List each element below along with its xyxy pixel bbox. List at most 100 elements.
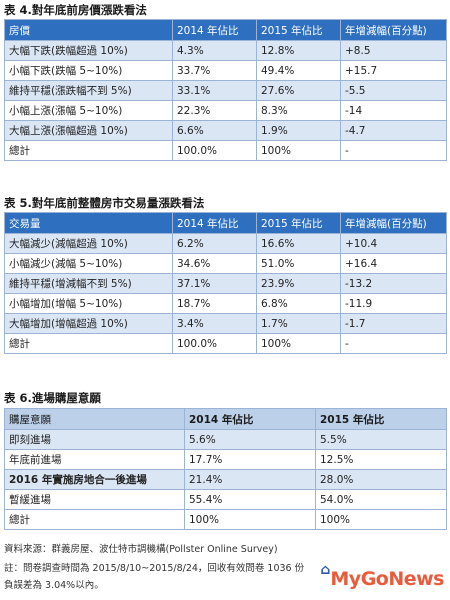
table-cell: 16.6% bbox=[256, 233, 341, 254]
table-cell: 37.1% bbox=[172, 273, 257, 294]
table5-header-cell: 2014 年佔比 bbox=[172, 212, 257, 234]
table-cell: 4.3% bbox=[172, 40, 257, 61]
logo-text-go: Go bbox=[360, 568, 389, 590]
table-cell: 100% bbox=[184, 509, 316, 530]
table-row: 暫緩進場 55.4% 54.0% bbox=[4, 489, 447, 510]
table4-caption: 表 4.對年底前房價漲跌看法 bbox=[4, 3, 147, 17]
table-cell: 大幅增加(增幅超過 10%) bbox=[4, 313, 173, 334]
table-cell: 小幅下跌(跌幅 5~10%) bbox=[4, 60, 173, 81]
table-total-row: 總計 100.0% 100% - bbox=[4, 140, 447, 161]
source-line: 資料來源：群義房屋、波仕特市調機構(Pollster Online Survey… bbox=[4, 544, 278, 555]
table-cell: 22.3% bbox=[172, 100, 257, 121]
note-line: 負誤差為 3.04%以內。 bbox=[4, 580, 104, 591]
table-cell: 年底前進場 bbox=[4, 449, 185, 470]
table-cell: 維持平穩(增減幅不到 5%) bbox=[4, 273, 173, 294]
table-total-row: 總計 100.0% 100% - bbox=[4, 333, 447, 354]
table-cell: 小幅減少(減幅 5~10%) bbox=[4, 253, 173, 274]
table-cell: 小幅增加(增幅 5~10%) bbox=[4, 293, 173, 314]
table6-header-row: 購屋意願 2014 年佔比 2015 年佔比 bbox=[4, 408, 447, 430]
table4-header-cell: 房價 bbox=[4, 19, 173, 41]
table-cell: 33.1% bbox=[172, 80, 257, 101]
mygonews-logo: ⌂ MyGoNews bbox=[320, 562, 444, 590]
table4-header-cell: 年增減幅(百分點) bbox=[340, 19, 447, 41]
table-cell: 100% bbox=[256, 333, 341, 354]
table-row: 小幅下跌(跌幅 5~10%) 33.7% 49.4% +15.7 bbox=[4, 60, 447, 81]
table-cell: 小幅上漲(漲幅 5~10%) bbox=[4, 100, 173, 121]
table-row: 大幅上漲(漲幅超過 10%) 6.6% 1.9% -4.7 bbox=[4, 120, 447, 141]
table4-header-cell: 2014 年佔比 bbox=[172, 19, 257, 41]
table-cell: 54.0% bbox=[315, 489, 447, 510]
table-cell: 6.2% bbox=[172, 233, 257, 254]
table5-header-cell: 交易量 bbox=[4, 212, 173, 234]
table-row: 小幅減少(減幅 5~10%) 34.6% 51.0% +16.4 bbox=[4, 253, 447, 274]
table-cell: 5.5% bbox=[315, 429, 447, 450]
table-cell: 100.0% bbox=[172, 140, 257, 161]
table-cell: 33.7% bbox=[172, 60, 257, 81]
table-cell: -14 bbox=[340, 100, 447, 121]
table-cell: 維持平穩(漲跌幅不到 5%) bbox=[4, 80, 173, 101]
table-cell: 21.4% bbox=[184, 469, 316, 490]
source-note: 資料來源：群義房屋、波仕特市調機構(Pollster Online Survey… bbox=[4, 542, 304, 593]
table5-caption: 表 5.對年底前整體房市交易量漲跌看法 bbox=[4, 196, 205, 210]
table5: 交易量 2014 年佔比 2015 年佔比 年增減幅(百分點) 大幅減少(減幅超… bbox=[4, 212, 447, 354]
table4-header-cell: 2015 年佔比 bbox=[256, 19, 341, 41]
table6: 購屋意願 2014 年佔比 2015 年佔比 即刻進場 5.6% 5.5% 年底前進… bbox=[4, 408, 447, 530]
table-cell: 大幅上漲(漲幅超過 10%) bbox=[4, 120, 173, 141]
table-cell: 55.4% bbox=[184, 489, 316, 510]
table-cell: 18.7% bbox=[172, 293, 257, 314]
house-icon: ⌂ bbox=[320, 562, 330, 578]
table-cell: 100% bbox=[315, 509, 447, 530]
table-cell: 5.6% bbox=[184, 429, 316, 450]
table-cell: 49.4% bbox=[256, 60, 341, 81]
table-row: 大幅增加(增幅超過 10%) 3.4% 1.7% -1.7 bbox=[4, 313, 447, 334]
table-cell: - bbox=[340, 140, 447, 161]
table-cell: +16.4 bbox=[340, 253, 447, 274]
table-cell: +8.5 bbox=[340, 40, 447, 61]
table-cell: 即刻進場 bbox=[4, 429, 185, 450]
table-cell: -13.2 bbox=[340, 273, 447, 294]
table-cell: 100% bbox=[256, 140, 341, 161]
logo-text-news: News bbox=[388, 568, 444, 590]
table-cell: -1.7 bbox=[340, 313, 447, 334]
table-cell: -11.9 bbox=[340, 293, 447, 314]
table-cell: 總計 bbox=[4, 333, 173, 354]
table5-header-cell: 2015 年佔比 bbox=[256, 212, 341, 234]
table-row: 小幅上漲(漲幅 5~10%) 22.3% 8.3% -14 bbox=[4, 100, 447, 121]
table-cell: +10.4 bbox=[340, 233, 447, 254]
table-row: 即刻進場 5.6% 5.5% bbox=[4, 429, 447, 450]
table-cell: 17.7% bbox=[184, 449, 316, 470]
table-cell: 大幅減少(減幅超過 10%) bbox=[4, 233, 173, 254]
table-cell: 總計 bbox=[4, 140, 173, 161]
table4: 房價 2014 年佔比 2015 年佔比 年增減幅(百分點) 大幅下跌(跌幅超過… bbox=[4, 19, 447, 161]
note-line: 註：問卷調查時間為 2015/8/10~2015/8/24，回收有效問卷 103… bbox=[4, 563, 305, 574]
table-cell: 1.7% bbox=[256, 313, 341, 334]
table6-header-cell: 2015 年佔比 bbox=[315, 408, 447, 430]
table-total-row: 總計 100% 100% bbox=[4, 509, 447, 530]
table-cell: 大幅下跌(跌幅超過 10%) bbox=[4, 40, 173, 61]
table-cell: 27.6% bbox=[256, 80, 341, 101]
table-row: 年底前進場 17.7% 12.5% bbox=[4, 449, 447, 470]
table-row: 維持平穩(漲跌幅不到 5%) 33.1% 27.6% -5.5 bbox=[4, 80, 447, 101]
table-cell: -4.7 bbox=[340, 120, 447, 141]
table-cell: 28.0% bbox=[315, 469, 447, 490]
table-cell: 51.0% bbox=[256, 253, 341, 274]
table-cell: 3.4% bbox=[172, 313, 257, 334]
table5-header-row: 交易量 2014 年佔比 2015 年佔比 年增減幅(百分點) bbox=[4, 212, 447, 234]
table-cell: 100.0% bbox=[172, 333, 257, 354]
table-cell: 1.9% bbox=[256, 120, 341, 141]
table-cell: 6.6% bbox=[172, 120, 257, 141]
table-row: 維持平穩(增減幅不到 5%) 37.1% 23.9% -13.2 bbox=[4, 273, 447, 294]
table-cell: +15.7 bbox=[340, 60, 447, 81]
table-row: 大幅下跌(跌幅超過 10%) 4.3% 12.8% +8.5 bbox=[4, 40, 447, 61]
table-cell: 總計 bbox=[4, 509, 185, 530]
table4-header-row: 房價 2014 年佔比 2015 年佔比 年增減幅(百分點) bbox=[4, 19, 447, 41]
table-cell: -5.5 bbox=[340, 80, 447, 101]
table-cell: 34.6% bbox=[172, 253, 257, 274]
table-cell: 2016 年實施房地合一後進場 bbox=[4, 469, 185, 490]
table-cell: 8.3% bbox=[256, 100, 341, 121]
table-row: 小幅增加(增幅 5~10%) 18.7% 6.8% -11.9 bbox=[4, 293, 447, 314]
logo-text-my: My bbox=[330, 568, 361, 590]
table-cell: 12.5% bbox=[315, 449, 447, 470]
table6-caption: 表 6.進場購屋意願 bbox=[4, 391, 101, 405]
table-row: 大幅減少(減幅超過 10%) 6.2% 16.6% +10.4 bbox=[4, 233, 447, 254]
